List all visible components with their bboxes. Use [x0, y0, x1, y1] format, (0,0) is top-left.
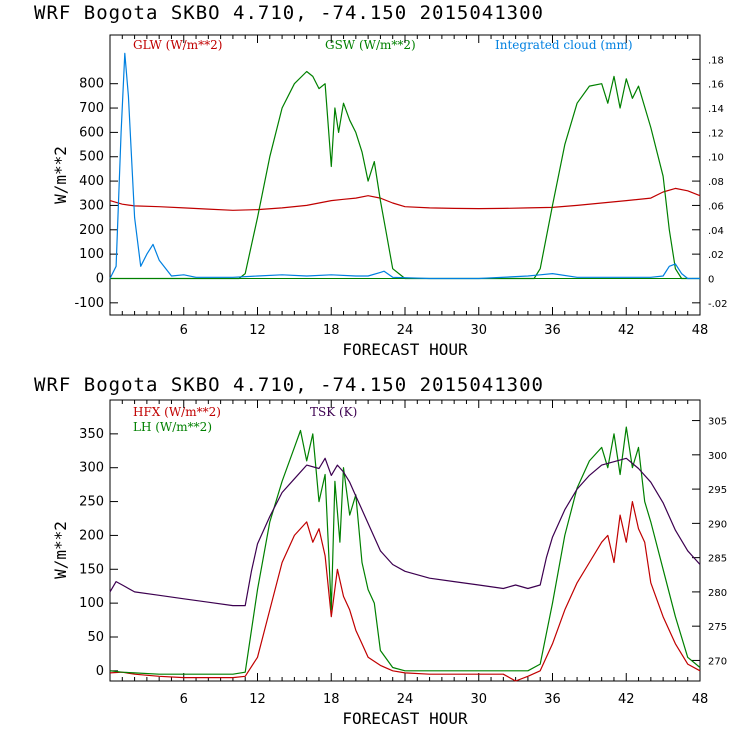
x-tick-label: 36: [544, 692, 561, 707]
legend-glw: GLW (W/m**2): [133, 38, 222, 52]
axis-ticks: 6 12 18 24 30 36 42 48 0 50 100 150 200 250 300 350 270 2…: [79, 400, 727, 707]
x-tick-label: 30: [470, 692, 487, 707]
x-tick-label: 48: [692, 692, 709, 707]
y-tick-label: 300: [79, 198, 104, 213]
plot-frame: [109, 399, 701, 682]
y-tick-label: 200: [79, 528, 104, 543]
axis-ticks: 6 12 18 24 30 36 42 48 -100 0 100 200 300 400 500 600 70…: [74, 35, 728, 338]
y-tick-label: 200: [79, 223, 104, 238]
series-line-lh: [109, 426, 701, 675]
y-tick-label: 700: [79, 101, 104, 116]
y2-tick-label: 285: [708, 554, 727, 565]
series-line-integrated: [109, 52, 700, 280]
y2-tick-label: .16: [708, 80, 724, 91]
series-line-hfx: [109, 501, 701, 682]
series-lines: [109, 52, 701, 280]
y2-tick-label: 305: [708, 417, 727, 428]
series-lines: [109, 426, 701, 682]
y-tick-label: 0: [96, 664, 104, 679]
panel-radiation: WRF Bogota SKBO 4.710, -74.150 201504130…: [34, 2, 728, 359]
x-tick-label: 12: [249, 692, 266, 707]
x-tick-label: 12: [249, 323, 266, 338]
y2-tick-label: 295: [708, 485, 727, 496]
y2-tick-label: .12: [708, 128, 724, 139]
x-tick-label: 18: [323, 323, 340, 338]
x-axis-label: FORECAST HOUR: [342, 340, 468, 359]
y2-tick-label: .10: [708, 153, 724, 164]
y-tick-label: 600: [79, 125, 104, 140]
x-tick-label: 36: [544, 323, 561, 338]
y2-tick-label: .18: [708, 55, 724, 66]
y-tick-label: 250: [79, 495, 104, 510]
plot-frame: [109, 34, 701, 316]
y2-tick-label: 270: [708, 656, 727, 667]
x-tick-label: 30: [470, 323, 487, 338]
y2-tick-label: -.02: [708, 299, 728, 310]
y2-tick-label: .14: [708, 104, 724, 115]
x-tick-label: 48: [692, 323, 709, 338]
y2-tick-label: .06: [708, 201, 724, 212]
panel-title: WRF Bogota SKBO 4.710, -74.150 201504130…: [34, 374, 544, 396]
y-axis-label: W/m**2: [51, 146, 70, 204]
y-tick-label: -100: [74, 296, 104, 311]
x-tick-label: 6: [180, 692, 188, 707]
y-axis-label: W/m**2: [51, 521, 70, 579]
x-tick-label: 6: [180, 323, 188, 338]
y2-tick-label: .04: [708, 226, 724, 237]
y-tick-label: 800: [79, 77, 104, 92]
y-tick-label: 350: [79, 427, 104, 442]
legend-tsk: TSK (K): [310, 405, 357, 419]
x-axis-label: FORECAST HOUR: [342, 709, 468, 728]
y2-tick-label: 275: [708, 622, 727, 633]
legend-lh: LH (W/m**2): [133, 420, 212, 434]
legend-cloud: Integrated cloud (mm): [495, 38, 633, 52]
x-tick-label: 42: [618, 323, 635, 338]
x-tick-label: 18: [323, 692, 340, 707]
series-line-tsk: [109, 457, 701, 607]
y2-tick-label: 0: [708, 274, 714, 285]
y-tick-label: 500: [79, 150, 104, 165]
y-tick-label: 100: [79, 247, 104, 262]
legend-hfx: HFX (W/m**2): [133, 405, 221, 419]
y-tick-label: 150: [79, 562, 104, 577]
y-tick-label: 400: [79, 174, 104, 189]
y-tick-label: 0: [96, 271, 104, 286]
series-line-glw: [109, 187, 701, 211]
x-tick-label: 24: [397, 323, 414, 338]
y-tick-label: 50: [87, 630, 104, 645]
y2-tick-label: 280: [708, 588, 727, 599]
y-tick-label: 300: [79, 461, 104, 476]
y2-tick-label: .02: [708, 250, 724, 261]
x-tick-label: 42: [618, 692, 635, 707]
series-line-gsw: [110, 70, 700, 280]
y2-tick-label: 300: [708, 451, 727, 462]
y2-tick-label: .08: [708, 177, 724, 188]
y2-tick-label: 290: [708, 519, 727, 530]
x-tick-label: 24: [397, 692, 414, 707]
y-tick-label: 100: [79, 596, 104, 611]
panel-fluxes: WRF Bogota SKBO 4.710, -74.150 201504130…: [34, 374, 727, 728]
panel-title: WRF Bogota SKBO 4.710, -74.150 201504130…: [34, 2, 544, 24]
legend-gsw: GSW (W/m**2): [325, 38, 416, 52]
